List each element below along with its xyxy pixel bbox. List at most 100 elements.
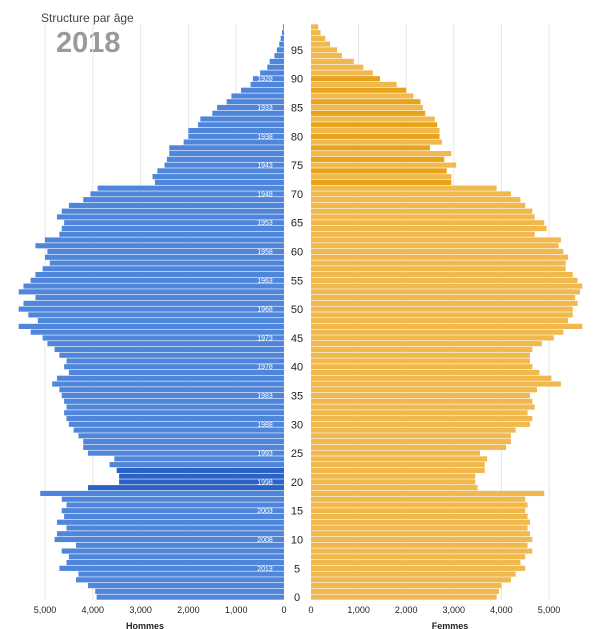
bar-femmes[interactable] [311,410,528,416]
bar-femmes[interactable] [311,381,561,387]
bar-femmes[interactable] [311,237,561,243]
bar-hommes[interactable] [83,197,285,203]
bar-femmes[interactable] [311,341,542,347]
bar-hommes[interactable] [164,162,285,168]
bar-hommes[interactable] [64,220,285,226]
bar-hommes[interactable] [49,260,284,266]
bar-femmes[interactable] [311,271,573,278]
bar-femmes[interactable] [311,277,578,283]
bar-hommes[interactable] [23,283,285,289]
bar-femmes[interactable] [311,93,414,99]
bar-hommes[interactable] [64,513,285,520]
bar-hommes[interactable] [45,254,284,260]
bar-femmes[interactable] [311,439,511,445]
bar-femmes[interactable] [311,145,430,151]
bar-hommes[interactable] [114,456,284,462]
bar-hommes[interactable] [54,536,285,543]
bar-femmes[interactable] [311,433,511,439]
bar-femmes[interactable] [311,47,338,53]
bar-hommes[interactable] [83,439,285,445]
bar-femmes[interactable] [311,179,452,185]
bar-hommes[interactable] [240,87,284,93]
bar-hommes[interactable] [40,490,284,497]
bar-hommes[interactable] [188,127,284,134]
bar-femmes[interactable] [311,87,407,93]
bar-hommes[interactable] [116,467,284,473]
bar-femmes[interactable] [311,508,526,514]
bar-hommes[interactable] [66,358,284,364]
bar-femmes[interactable] [311,444,507,450]
bar-hommes[interactable] [47,341,284,347]
bar-hommes[interactable] [197,122,284,128]
bar-femmes[interactable] [311,335,554,341]
bar-femmes[interactable] [311,289,580,295]
bar-femmes[interactable] [311,306,573,312]
bar-femmes[interactable] [311,300,578,306]
bar-femmes[interactable] [311,81,397,88]
bar-hommes[interactable] [61,548,285,554]
bar-hommes[interactable] [96,594,285,600]
bar-femmes[interactable] [311,358,530,364]
bar-hommes[interactable] [30,329,284,335]
bar-hommes[interactable] [95,588,284,594]
bar-femmes[interactable] [311,208,533,214]
bar-hommes[interactable] [61,225,285,232]
bar-femmes[interactable] [311,352,530,358]
bar-hommes[interactable] [252,76,284,82]
bar-hommes[interactable] [274,53,284,59]
bar-femmes[interactable] [311,467,485,473]
bar-femmes[interactable] [311,197,521,203]
bar-femmes[interactable] [311,24,319,30]
bar-femmes[interactable] [311,415,533,422]
bar-hommes[interactable] [217,104,284,111]
bar-hommes[interactable] [23,300,285,306]
bar-femmes[interactable] [311,318,569,324]
bar-femmes[interactable] [311,174,452,180]
bar-hommes[interactable] [42,266,284,272]
bar-femmes[interactable] [311,346,533,353]
bar-femmes[interactable] [311,162,457,168]
bar-femmes[interactable] [311,133,440,139]
bar-femmes[interactable] [311,456,488,462]
bar-femmes[interactable] [311,427,516,433]
bar-hommes[interactable] [154,179,284,185]
bar-femmes[interactable] [311,243,559,249]
bar-hommes[interactable] [35,271,284,278]
bar-femmes[interactable] [311,519,530,525]
bar-hommes[interactable] [76,577,284,583]
bar-femmes[interactable] [311,502,528,508]
bar-femmes[interactable] [311,594,497,600]
bar-femmes[interactable] [311,571,516,577]
bar-hommes[interactable] [52,381,284,387]
bar-hommes[interactable] [88,485,285,491]
bar-hommes[interactable] [188,133,284,139]
bar-hommes[interactable] [231,93,284,99]
bar-hommes[interactable] [250,81,284,88]
bar-hommes[interactable] [68,421,285,427]
bar-femmes[interactable] [311,295,576,301]
bar-femmes[interactable] [311,139,442,145]
bar-femmes[interactable] [311,64,364,70]
bar-femmes[interactable] [311,542,528,548]
bar-hommes[interactable] [90,191,284,197]
bar-hommes[interactable] [260,70,284,76]
bar-femmes[interactable] [311,364,533,370]
bar-femmes[interactable] [311,588,500,594]
bar-hommes[interactable] [59,352,285,358]
bar-hommes[interactable] [30,277,284,283]
bar-hommes[interactable] [212,110,284,116]
bar-hommes[interactable] [18,323,285,329]
bar-femmes[interactable] [311,404,535,410]
bar-femmes[interactable] [311,375,552,381]
bar-femmes[interactable] [311,473,476,479]
bar-femmes[interactable] [311,191,511,197]
bar-femmes[interactable] [311,214,535,220]
bar-femmes[interactable] [311,490,545,497]
bar-femmes[interactable] [311,369,540,376]
bar-femmes[interactable] [311,283,583,289]
bar-hommes[interactable] [47,248,284,255]
bar-hommes[interactable] [66,525,284,531]
bar-hommes[interactable] [66,404,284,410]
bar-hommes[interactable] [18,289,285,295]
bar-hommes[interactable] [267,64,284,70]
